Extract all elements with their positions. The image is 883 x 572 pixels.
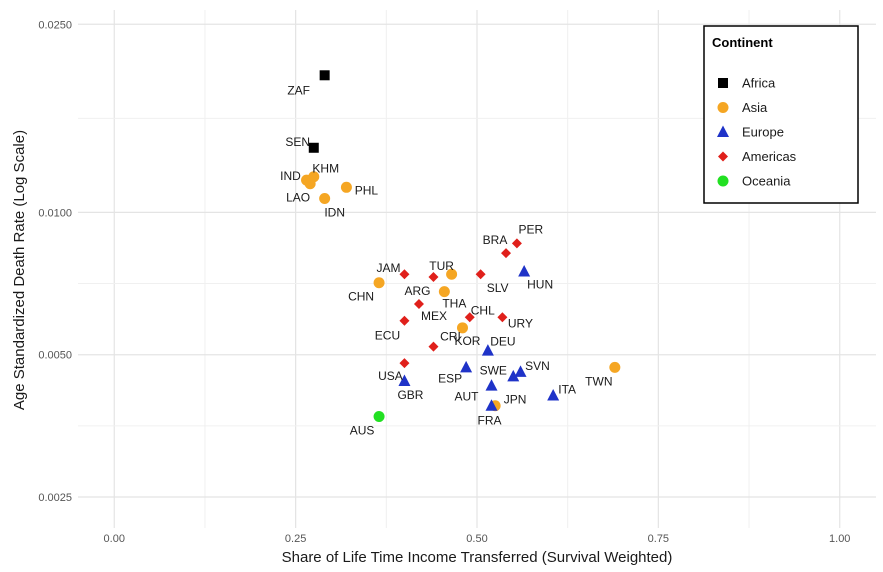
data-point-ury (497, 312, 508, 323)
point-label-khm: KHM (312, 162, 339, 176)
data-point-aus (373, 411, 385, 423)
data-point-esp (460, 360, 473, 373)
point-label-ecu: ECU (375, 329, 400, 343)
legend-label-asia: Asia (742, 100, 768, 115)
point-label-esp: ESP (438, 371, 462, 385)
data-point-lao (304, 178, 316, 190)
data-point-phl (340, 181, 352, 193)
data-points (301, 70, 621, 423)
point-label-twn: TWN (585, 374, 612, 388)
legend-title: Continent (712, 35, 773, 50)
y-axis-ticks: 0.0025 0.0050 0.0100 0.0250 (38, 19, 72, 504)
data-point-swe (507, 369, 520, 382)
data-point-tur (446, 268, 458, 280)
data-point-kor (456, 322, 468, 334)
point-label-tha: THA (442, 297, 466, 311)
data-point-chl (464, 312, 475, 323)
data-point-tha (438, 286, 450, 298)
data-point-deu (481, 344, 494, 356)
point-label-lao: LAO (286, 191, 310, 205)
legend-box (703, 25, 859, 204)
point-label-cri: CRI (440, 330, 461, 344)
point-label-svn: SVN (525, 359, 550, 373)
legend-key-asia (717, 102, 729, 113)
point-label-ury: URY (508, 316, 533, 330)
point-label-mex: MEX (421, 309, 447, 323)
data-point-fra (485, 399, 498, 411)
point-label-gbr: GBR (397, 388, 423, 402)
x-tick-label: 1.00 (829, 533, 850, 545)
data-point-idn (319, 193, 331, 205)
data-point-ecu (399, 315, 410, 326)
point-label-tur: TUR (429, 259, 454, 273)
data-point-mex (413, 299, 424, 310)
point-label-aus: AUS (350, 424, 375, 438)
data-point-arg (428, 272, 439, 283)
y-tick-label: 0.0250 (38, 19, 72, 31)
point-label-deu: DEU (490, 335, 515, 349)
legend-key-americas (718, 151, 728, 162)
data-point-twn (609, 361, 621, 373)
point-label-chl: CHL (471, 303, 495, 317)
data-point-per (511, 238, 522, 249)
point-label-arg: ARG (404, 284, 430, 298)
legend-label-oceania: Oceania (742, 174, 791, 189)
grid-lines (78, 10, 876, 528)
point-label-chn: CHN (348, 290, 374, 304)
point-label-per: PER (519, 222, 544, 236)
point-label-jam: JAM (376, 261, 400, 275)
point-label-jpn: JPN (504, 393, 527, 407)
data-point-hun (518, 264, 531, 277)
data-point-ita (547, 388, 560, 401)
data-point-chn (373, 277, 385, 289)
point-label-fra: FRA (478, 414, 502, 428)
y-tick-label: 0.0025 (38, 492, 72, 504)
data-point-slv (475, 269, 486, 280)
data-point-jam (399, 269, 410, 280)
y-tick-label: 0.0100 (38, 207, 72, 219)
x-tick-label: 0.50 (466, 533, 487, 545)
point-label-slv: SLV (487, 281, 509, 295)
data-point-gbr (398, 374, 411, 386)
data-point-usa (399, 358, 410, 369)
point-label-kor: KOR (454, 334, 480, 348)
point-label-aut: AUT (455, 390, 480, 404)
x-tick-label: 0.00 (104, 533, 125, 545)
point-label-idn: IDN (324, 206, 345, 220)
data-point-svn (514, 365, 527, 377)
point-label-sen: SEN (285, 135, 310, 149)
point-label-usa: USA (378, 369, 403, 383)
point-label-ita: ITA (558, 382, 576, 396)
point-labels: ZAF SEN IND KHM LAO PHL IDN CHN TUR THA KOR TWN JPN H… (280, 83, 612, 437)
data-point-aut (485, 379, 498, 391)
point-label-hun: HUN (527, 277, 553, 291)
legend-key-africa (718, 78, 728, 88)
point-label-phl: PHL (355, 183, 379, 197)
data-point-zaf (319, 70, 330, 81)
point-label-swe: SWE (480, 363, 507, 377)
x-axis-title: Share of Life Time Income Transferred (S… (282, 549, 673, 566)
legend-label-americas: Americas (742, 149, 797, 164)
legend-key-europe (717, 125, 729, 137)
legend-key-oceania (717, 175, 729, 187)
point-label-ind: IND (280, 169, 301, 183)
legend-label-europe: Europe (742, 125, 784, 140)
y-tick-label: 0.0050 (38, 350, 72, 362)
point-label-bra: BRA (483, 233, 508, 247)
legend-items: Africa Asia Europe Americas Oceania (717, 76, 797, 189)
legend: Continent Africa Asia Europe Americas Oceani… (703, 25, 859, 204)
x-tick-label: 0.25 (285, 533, 306, 545)
x-axis-ticks: 0.00 0.25 0.50 0.75 1.00 (104, 533, 851, 545)
y-axis-title: Age Standardized Death Rate (Log Scale) (11, 130, 28, 410)
data-point-sen (308, 142, 319, 153)
legend-label-africa: Africa (742, 76, 776, 91)
x-tick-label: 0.75 (648, 533, 669, 545)
data-point-cri (428, 341, 439, 352)
point-label-zaf: ZAF (287, 83, 310, 97)
data-point-bra (501, 248, 512, 259)
